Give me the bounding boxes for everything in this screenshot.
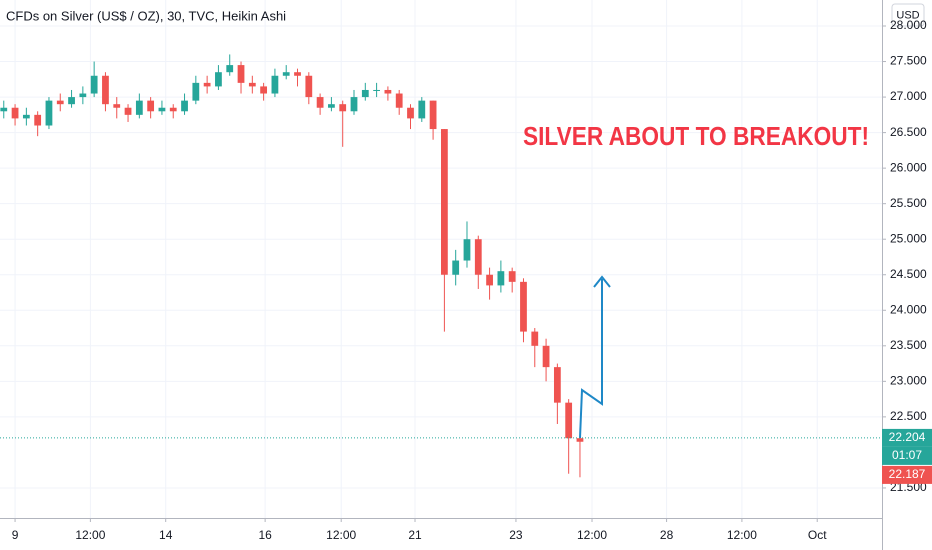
candle-body: [102, 75, 109, 105]
y-tick-label: 22.500: [890, 409, 927, 423]
x-tick-label: 23: [509, 528, 523, 542]
currency[interactable]: USD: [896, 9, 919, 21]
candle-body: [56, 100, 64, 105]
candle-body: [113, 104, 121, 108]
y-tick-label: 27.500: [890, 54, 927, 68]
candle-body: [271, 75, 279, 94]
arrow: [579, 279, 603, 439]
candle-body: [282, 72, 290, 76]
candle-body: [486, 274, 493, 286]
y-tick-label: 23.000: [890, 374, 927, 388]
candle-body: [192, 82, 200, 101]
candle-body: [181, 100, 188, 112]
candle-body: [11, 107, 19, 119]
x-tick-label: 14: [159, 528, 173, 542]
bid-price-tag: [882, 465, 932, 484]
candle-body: [135, 100, 143, 115]
candle-body: [429, 100, 437, 130]
candle-body: [395, 93, 403, 108]
candle-body: [474, 239, 482, 275]
candle-body: [124, 107, 132, 115]
candle-body: [45, 100, 53, 126]
candle-body: [373, 89, 380, 91]
candle-body: [328, 104, 335, 108]
y-tick-label: 28.000: [890, 18, 927, 32]
candle-body: [169, 107, 177, 112]
last-price-label: 22.204: [889, 430, 926, 444]
y-tick-label: 26.500: [890, 125, 927, 139]
candle-body: [226, 65, 234, 73]
candle-body: [497, 271, 505, 286]
candle-body: [158, 107, 166, 112]
candle-body: [68, 97, 75, 105]
candle-body: [90, 75, 98, 94]
y-tick-label: 24.000: [890, 302, 927, 316]
y-tick-label: 27.000: [890, 89, 927, 103]
candle-body: [441, 129, 448, 275]
countdown-label: 01:07: [892, 448, 922, 462]
candle-body: [34, 114, 42, 126]
x-tick-label: 12:00: [326, 528, 356, 542]
candle-body: [316, 97, 324, 108]
candle-body: [248, 82, 256, 87]
arrow-head: [593, 275, 611, 288]
candle-body: [203, 82, 211, 87]
last-price-tag: [882, 428, 932, 447]
y-tick-label: 26.000: [890, 160, 927, 174]
candle-body: [520, 281, 527, 332]
candle-body: [407, 107, 414, 119]
candle-body: [260, 86, 268, 94]
candle-body: [384, 89, 392, 94]
candles: [0, 54, 584, 478]
candle-body: [361, 89, 369, 98]
y-tick-label: 24.500: [890, 267, 927, 281]
candle-body: [237, 65, 245, 83]
candle-body: [22, 114, 30, 119]
x-tick-label: 28: [660, 528, 674, 542]
candle-body: [0, 107, 8, 112]
chart-title: CFDs on Silver (US$ / OZ), 30, TVC, Heik…: [6, 8, 286, 23]
y-tick-label: 23.500: [890, 338, 927, 352]
x-tick-label: 12:00: [75, 528, 105, 542]
candle-body: [339, 104, 347, 112]
candle-body: [294, 72, 301, 76]
candle-body: [79, 93, 87, 98]
candle-body: [565, 402, 573, 439]
candle-body: [350, 97, 358, 112]
candle-body: [147, 100, 155, 112]
candle-body: [531, 331, 539, 346]
candle-body: [508, 271, 516, 282]
y-tick-label: 25.000: [890, 231, 927, 245]
candle-body: [418, 100, 426, 119]
y-tick-label: 25.500: [890, 196, 927, 210]
countdown-tag: [882, 446, 932, 465]
candle-body: [452, 260, 460, 275]
x-tick-label: 9: [12, 528, 19, 542]
candle-body: [553, 367, 561, 403]
x-tick-label: 21: [408, 528, 422, 542]
x-tick-label: 12:00: [577, 528, 607, 542]
x-tick-label: Oct: [808, 528, 827, 542]
annotation: SILVER ABOUT TO BREAKOUT!: [523, 121, 869, 151]
candle-body: [305, 75, 313, 98]
bid-price-label: 22.187: [889, 467, 926, 481]
currency-box[interactable]: [891, 3, 925, 27]
x-tick-label: 12:00: [727, 528, 757, 542]
candle-body: [542, 345, 550, 368]
candle-body: [576, 438, 584, 442]
x-tick-label: 16: [258, 528, 272, 542]
candle-body: [463, 239, 471, 261]
candle-body: [215, 72, 222, 87]
